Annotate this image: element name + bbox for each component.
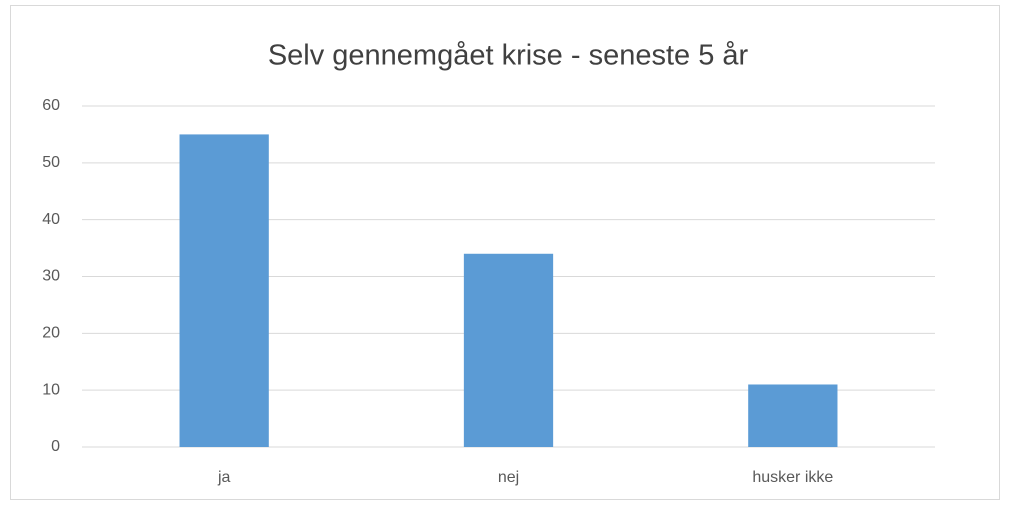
y-tick-label: 10 xyxy=(42,381,60,398)
bar xyxy=(179,134,269,447)
x-tick-label: nej xyxy=(498,469,519,486)
y-tick-label: 20 xyxy=(42,325,60,342)
x-tick-label: ja xyxy=(217,469,231,486)
y-tick-label: 60 xyxy=(42,97,60,114)
y-tick-label: 40 xyxy=(42,211,60,228)
y-tick-label: 0 xyxy=(51,438,60,455)
bar xyxy=(748,384,838,447)
bar xyxy=(463,253,554,447)
x-tick-label: husker ikke xyxy=(752,469,833,486)
y-tick-label: 30 xyxy=(42,268,60,285)
y-tick-label: 50 xyxy=(42,154,60,171)
chart-title: Selv gennemgået krise - seneste 5 år xyxy=(268,40,749,72)
